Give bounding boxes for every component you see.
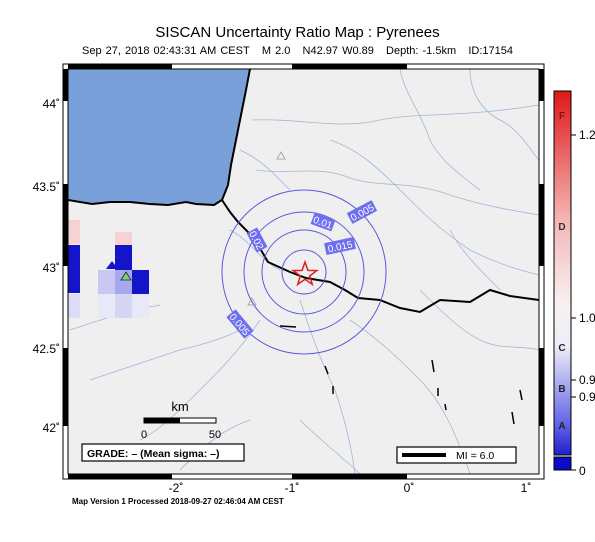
lon-label: -2˚ xyxy=(169,481,184,495)
sea-area xyxy=(68,69,250,205)
grade-letter: D xyxy=(558,222,565,233)
colorbar-value: 0.9 xyxy=(579,373,595,387)
map-title: SISCAN Uncertainty Ratio Map : Pyrenees xyxy=(155,24,440,41)
lat-label: 43˚ xyxy=(43,261,60,275)
grade-box: GRADE: – (Mean sigma: –) xyxy=(81,443,245,462)
scale-tick: 50 xyxy=(209,429,221,441)
ocean-triangle xyxy=(106,261,118,269)
map-canvas xyxy=(68,69,539,474)
coastline xyxy=(68,69,251,207)
colorbar-value: 1.0 xyxy=(579,311,595,325)
rivers xyxy=(69,69,539,474)
event-location: N42.97 W0.89 xyxy=(302,45,374,57)
event-info: Sep 27, 2018 02:43:31 AM CEST M 2.0 N42.… xyxy=(0,45,595,57)
lat-label: 42.5˚ xyxy=(33,342,60,356)
lon-label: 0˚ xyxy=(404,481,415,495)
uncertainty-contours xyxy=(221,189,387,355)
colorbar-value: 1.2 xyxy=(579,128,595,142)
scale-tick: 0 xyxy=(141,429,147,441)
epicenter-star-icon xyxy=(291,259,319,287)
event-datetime: Sep 27, 2018 02:43:31 AM CEST xyxy=(82,45,250,57)
processing-footer: Map Version 1 Processed 2018-09-27 02:46… xyxy=(72,497,284,506)
event-id: ID:17154 xyxy=(468,45,513,57)
contour-label: 0.015 xyxy=(327,239,354,255)
lat-label: 42˚ xyxy=(43,421,60,435)
lakes xyxy=(279,325,523,425)
station-triangle-icon xyxy=(247,297,257,306)
grade-letter: C xyxy=(558,343,565,354)
colorbar-values: 1.2 1.0 0.9 0.9 0 xyxy=(579,128,595,478)
lat-label: 43.5˚ xyxy=(33,180,60,194)
mi-legend: MI = 6.0 xyxy=(396,446,517,464)
colorbar-value: 0.9 xyxy=(579,390,595,404)
map-frame xyxy=(62,63,545,480)
grade-letter: A xyxy=(558,421,565,432)
latitude-axis: 44˚ 43.5˚ 43˚ 42.5˚ 42˚ xyxy=(33,97,60,435)
lon-label: -1˚ xyxy=(285,481,300,495)
event-magnitude: M 2.0 xyxy=(261,45,291,57)
lat-label: 44˚ xyxy=(43,97,60,111)
grade-letter: F xyxy=(559,111,565,122)
grade-text: GRADE: – (Mean sigma: –) xyxy=(87,448,219,460)
mi-text: MI = 6.0 xyxy=(456,450,494,462)
colorbar: 1.2 1.0 0.9 0.9 0 F D C B A xyxy=(553,90,595,478)
station-triangle-icon xyxy=(276,151,286,160)
longitude-axis: -2˚ -1˚ 0˚ 1˚ xyxy=(169,481,532,495)
station-triangle-icon xyxy=(120,271,132,281)
lon-label: 1˚ xyxy=(521,481,532,495)
scale-bar: km 0 50 xyxy=(141,399,221,441)
contour-label-group: 0.005 0.01 0.015 0.02 0.005 xyxy=(226,200,378,339)
border-line xyxy=(221,199,539,314)
colorbar-letters: F D C B A xyxy=(558,111,565,432)
grade-letter: B xyxy=(558,384,565,395)
scale-unit: km xyxy=(171,399,188,414)
event-depth: Depth: -1.5km xyxy=(386,45,457,57)
colorbar-value: 0 xyxy=(579,464,586,478)
